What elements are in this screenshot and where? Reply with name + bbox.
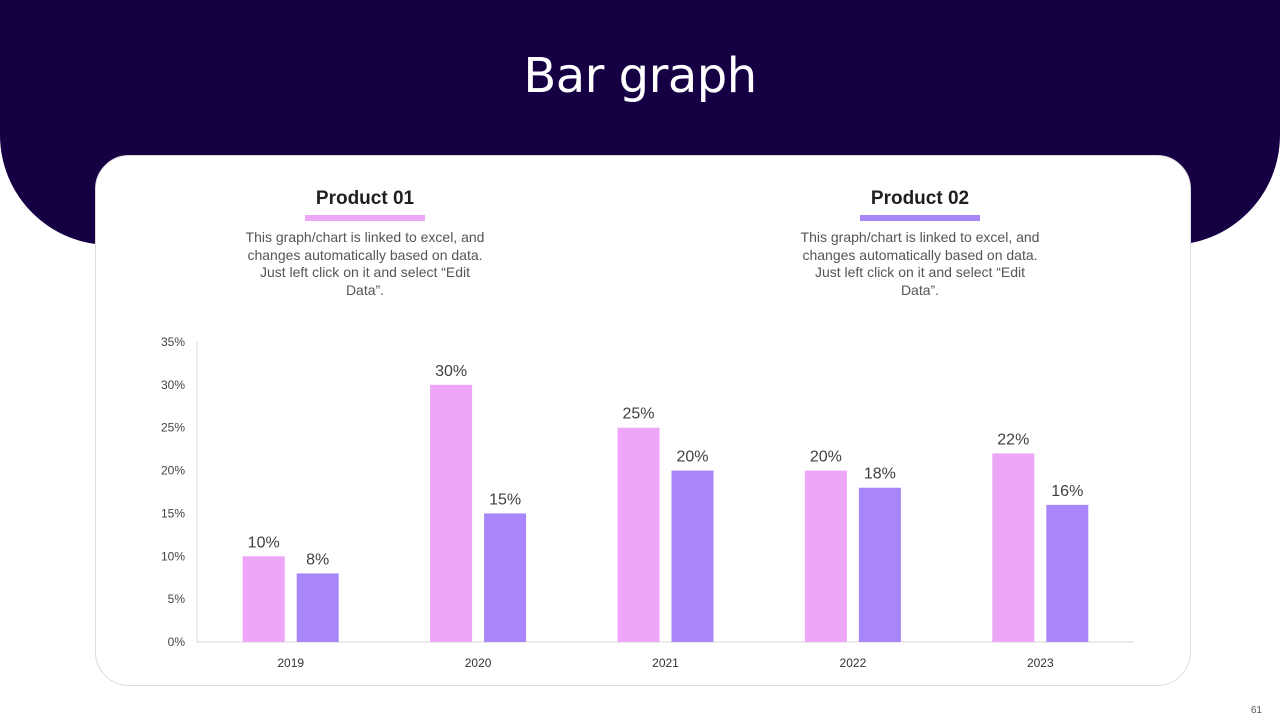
bar-product-02-2020[interactable] xyxy=(484,513,527,642)
y-tick-label: 10% xyxy=(161,549,185,563)
x-tick-label: 2023 xyxy=(1027,656,1054,670)
bar-product-01-2020[interactable] xyxy=(430,384,473,642)
bar-product-01-2022[interactable] xyxy=(804,470,847,642)
bar-product-02-2021[interactable] xyxy=(671,470,714,642)
slide-title: Bar graph xyxy=(523,48,757,104)
data-label-product-02-2019: 8% xyxy=(306,551,329,568)
bar-product-02-2022[interactable] xyxy=(858,487,901,642)
data-label-product-02-2023: 16% xyxy=(1051,483,1083,500)
legend-product-01-swatch xyxy=(305,215,425,221)
legend-product-02-swatch xyxy=(860,215,980,221)
x-tick-label: 2021 xyxy=(652,656,679,670)
bar-product-02-2019[interactable] xyxy=(296,573,339,642)
y-tick-label: 0% xyxy=(168,635,186,649)
data-label-product-02-2022: 18% xyxy=(864,466,896,483)
y-tick-label: 20% xyxy=(161,464,185,478)
legend-product-01: Product 01 This graph/chart is linked to… xyxy=(225,186,505,299)
page-number: 61 xyxy=(1250,705,1262,716)
bar-product-01-2023[interactable] xyxy=(992,453,1035,642)
x-tick-label: 2020 xyxy=(465,656,492,670)
data-label-product-02-2020: 15% xyxy=(489,491,521,508)
bar-product-02-2023[interactable] xyxy=(1046,504,1089,642)
legend-product-01-description: This graph/chart is linked to excel, and… xyxy=(245,229,485,298)
y-tick-label: 5% xyxy=(168,592,186,606)
data-label-product-01-2022: 20% xyxy=(810,449,842,466)
data-label-product-01-2020: 30% xyxy=(435,363,467,380)
data-label-product-01-2021: 25% xyxy=(622,406,654,423)
legend-product-02-title: Product 02 xyxy=(870,188,970,209)
x-tick-label: 2019 xyxy=(277,656,304,670)
y-tick-label: 15% xyxy=(161,506,185,520)
x-tick-label: 2022 xyxy=(840,656,867,670)
y-tick-label: 35% xyxy=(161,335,185,349)
bar-product-01-2019[interactable] xyxy=(242,556,285,642)
bar-product-01-2021[interactable] xyxy=(617,427,660,642)
data-label-product-02-2021: 20% xyxy=(676,449,708,466)
legend-product-02: Product 02 This graph/chart is linked to… xyxy=(780,186,1060,299)
legend-product-01-title: Product 01 xyxy=(315,188,415,209)
data-label-product-01-2023: 22% xyxy=(997,431,1029,448)
y-tick-label: 30% xyxy=(161,378,185,392)
legend-product-02-description: This graph/chart is linked to excel, and… xyxy=(800,229,1040,298)
y-tick-label: 25% xyxy=(161,421,185,435)
data-label-product-01-2019: 10% xyxy=(248,534,280,551)
